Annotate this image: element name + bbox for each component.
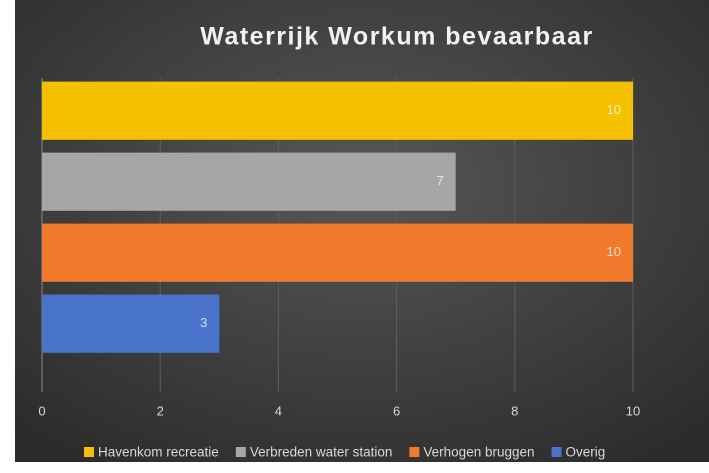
bar (42, 294, 220, 353)
data-label: 10 (607, 244, 621, 259)
data-label: 7 (436, 173, 443, 188)
legend-label: Verhogen bruggen (423, 445, 534, 460)
x-tick-label: 10 (626, 403, 640, 418)
legend-label: Havenkom recreatie (98, 445, 219, 460)
legend-swatch (551, 447, 562, 457)
x-tick-label: 8 (511, 403, 518, 418)
bar (42, 81, 633, 140)
x-tick-label: 6 (393, 403, 400, 418)
x-tick-label: 0 (38, 403, 45, 418)
bar (42, 223, 633, 282)
legend-swatch (235, 447, 246, 457)
x-tick-label: 2 (157, 403, 164, 418)
legend-swatch (84, 447, 94, 457)
data-label: 3 (200, 315, 207, 330)
chart-title: Waterrijk Workum bevaarbaar (200, 23, 593, 51)
legend-label: Overig (566, 445, 606, 460)
legend-label: Verbreden water station (250, 445, 393, 460)
data-label: 10 (607, 102, 621, 117)
legend-swatch (409, 447, 420, 457)
x-tick-label: 4 (275, 403, 282, 418)
bar (42, 152, 456, 211)
